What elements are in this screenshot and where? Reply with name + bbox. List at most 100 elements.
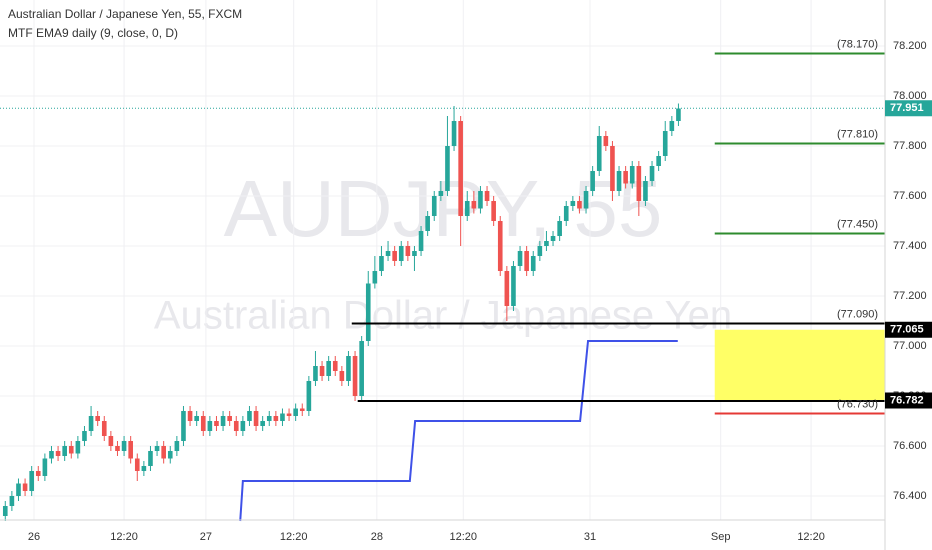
candle-body — [412, 251, 417, 256]
level-label: (78.170) — [837, 38, 878, 50]
candle-body — [676, 108, 681, 121]
candle-body — [346, 356, 351, 381]
candle-body — [517, 251, 523, 266]
candle-body — [260, 421, 265, 426]
x-tick-label: 26 — [28, 531, 40, 543]
candle-body — [379, 256, 384, 271]
y-tick-label: 78.200 — [893, 40, 927, 52]
candle-body — [537, 246, 543, 256]
candle-body — [9, 496, 15, 506]
candle-body — [62, 446, 67, 456]
candle-body — [167, 451, 173, 459]
x-tick-label: 12:20 — [110, 531, 138, 543]
candle-body — [603, 136, 609, 146]
y-tick-label: 77.600 — [893, 190, 927, 202]
candle-body — [128, 441, 133, 459]
candle-body — [563, 206, 569, 221]
price-tag — [885, 100, 932, 117]
candle-body — [286, 413, 292, 416]
candle-body — [2, 506, 8, 516]
candle-body — [365, 283, 371, 341]
candle-body — [372, 271, 378, 284]
candle-body — [280, 413, 285, 421]
candle-body — [134, 458, 140, 471]
candle-body — [590, 171, 595, 191]
x-tick-label: 12:20 — [450, 531, 478, 543]
candle-body — [445, 146, 450, 191]
candle-body — [570, 201, 576, 206]
y-tick-label: 77.200 — [893, 290, 927, 302]
level-label: (77.450) — [837, 218, 878, 230]
candle-body — [339, 371, 345, 381]
candle-body — [438, 191, 444, 196]
candle-body — [42, 458, 48, 476]
candle-body — [101, 421, 107, 436]
candle-body — [22, 483, 28, 491]
candle-body — [471, 201, 477, 209]
candle-body — [194, 416, 199, 421]
candle-body — [405, 246, 411, 256]
level-label: (77.810) — [837, 128, 878, 140]
candle-body — [200, 416, 206, 431]
candle-body — [233, 421, 239, 431]
candle-body — [497, 221, 503, 271]
zone — [714, 329, 885, 401]
y-tick-label: 77.400 — [893, 240, 927, 252]
x-tick-label: 27 — [200, 531, 212, 543]
candle-body — [121, 441, 127, 451]
level-label: (77.090) — [837, 308, 878, 320]
candle-body — [451, 121, 457, 146]
x-tick-label: 28 — [371, 531, 383, 543]
candle-body — [55, 451, 61, 456]
price-tag-label: 77.065 — [890, 324, 924, 336]
price-tag-label: 77.951 — [890, 102, 924, 114]
candle-body — [596, 136, 602, 171]
candle-body — [583, 191, 589, 209]
candle-body — [530, 256, 536, 271]
candle-body — [161, 446, 166, 459]
y-tick-label: 76.600 — [893, 440, 927, 452]
candle-body — [544, 241, 549, 246]
candle-body — [29, 471, 34, 491]
x-tick-label: 12:20 — [797, 531, 825, 543]
candle-body — [636, 166, 642, 201]
y-tick-label: 76.400 — [893, 490, 927, 502]
candle-body — [299, 408, 305, 411]
watermark-name: Australian Dollar / Japanese Yen — [154, 294, 732, 338]
x-tick-label: 12:20 — [280, 531, 308, 543]
x-tick-label: Sep — [711, 531, 731, 543]
candle-body — [464, 201, 470, 216]
header-title: Australian Dollar / Japanese Yen, 55, FX… — [8, 7, 242, 21]
candle-body — [458, 121, 463, 216]
candle-body — [108, 436, 114, 446]
candle-body — [49, 451, 54, 459]
candle-body — [273, 416, 279, 421]
y-tick-label: 77.000 — [893, 340, 927, 352]
candle-body — [616, 171, 622, 191]
candle-body — [319, 366, 325, 376]
price-tag-label: 76.782 — [890, 394, 924, 406]
candle-body — [398, 246, 404, 261]
candle-body — [16, 483, 21, 496]
candle-body — [148, 451, 153, 466]
candle-body — [115, 446, 120, 451]
candle-body — [610, 146, 615, 191]
candle-body — [240, 421, 246, 431]
candle-body — [649, 166, 655, 181]
candle-body — [75, 441, 81, 454]
candle-body — [95, 416, 100, 421]
candle-body — [623, 171, 628, 184]
candle-body — [662, 131, 668, 156]
candle-body — [247, 411, 252, 421]
candle-body — [220, 416, 226, 426]
indicator-legend: MTF EMA9 daily (9, close, 0, D) — [8, 26, 178, 40]
candle-body — [352, 356, 358, 396]
candle-body — [392, 251, 397, 261]
candle-body — [557, 221, 562, 236]
candle-body — [35, 471, 41, 476]
candle-body — [154, 446, 160, 451]
candle-body — [478, 191, 483, 209]
candle-body — [181, 411, 186, 441]
candle-body — [577, 201, 582, 209]
